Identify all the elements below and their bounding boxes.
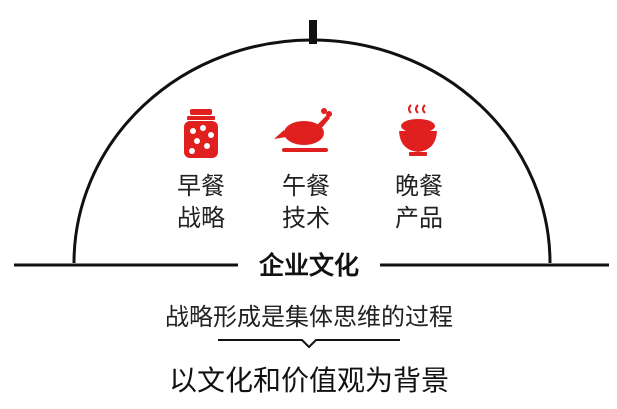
pointer-bracket [218,339,400,349]
item-1-line1: 早餐 [177,172,225,200]
caption: 以文化和价值观为背景 [169,364,449,397]
jar-icon [184,109,218,158]
item-3-line2: 产品 [395,204,443,232]
dome-handle [309,20,317,44]
banner-label: 企业文化 [259,251,359,280]
item-2-line1: 午餐 [282,172,330,200]
roast-chicken-icon [274,108,332,152]
item-1-line2: 战略 [177,204,225,232]
item-3-line1: 晚餐 [395,172,443,200]
food-bowl-icon [399,104,437,156]
dome-arc [72,38,552,264]
item-2-line2: 技术 [282,204,330,232]
subtitle: 战略形成是集体思维的过程 [165,303,453,331]
